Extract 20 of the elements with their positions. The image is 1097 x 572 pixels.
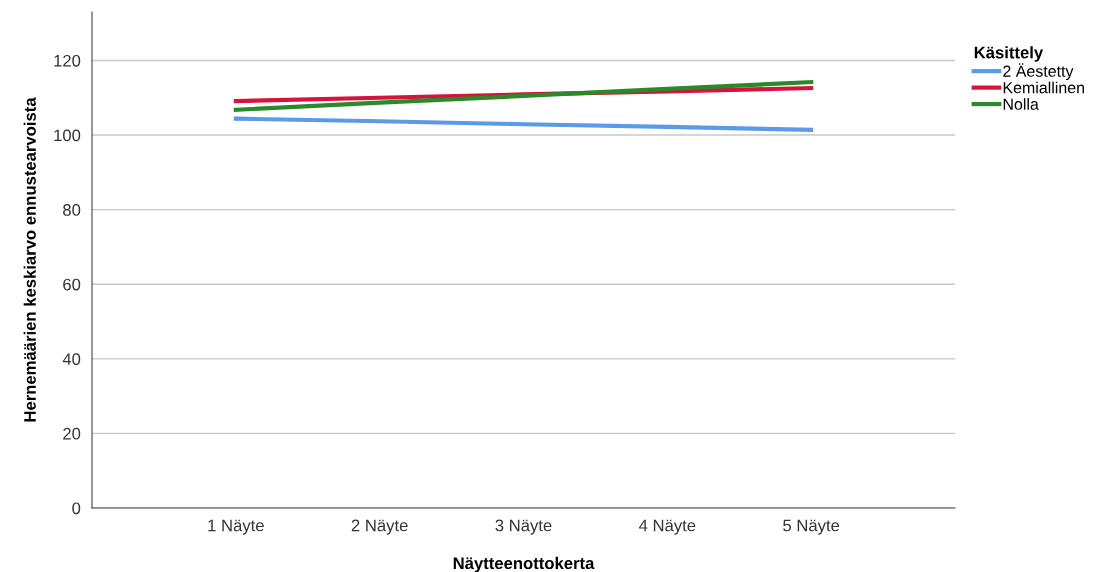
line-series (233, 116, 814, 132)
line-series (233, 80, 814, 112)
legend-label: Nolla (1003, 98, 1039, 110)
x-tick-label: 1 Näyte (208, 519, 264, 535)
y-tick-label: 0 (72, 502, 81, 515)
legend-label: 2 Äestetty (1003, 63, 1074, 81)
y-axis-title: Hernemäärien keskiarvo ennustearvoista (23, 97, 36, 422)
legend-label: Kemiallinen (1003, 81, 1084, 94)
x-tick-label: 2 Näyte (351, 519, 408, 535)
y-tick-label: 120 (54, 54, 81, 67)
y-tick-label: 80 (63, 204, 81, 216)
y-tick-label: 40 (62, 353, 81, 366)
x-tick-label: 5 Näyte (783, 519, 840, 535)
y-tick-label: 100 (54, 129, 81, 142)
x-tick-label: 4 Näyte (639, 519, 696, 535)
x-tick-label: 3 Näyte (495, 519, 552, 535)
y-tick-label: 60 (63, 278, 81, 291)
x-axis-title: Näytteenottokerta (453, 556, 595, 572)
legend-title: Käsittely (974, 46, 1044, 62)
y-tick-label: 20 (63, 427, 81, 440)
